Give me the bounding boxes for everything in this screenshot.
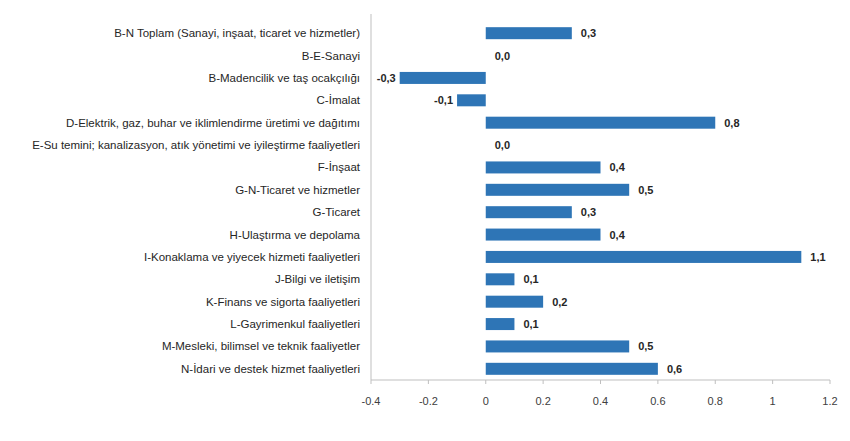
- bar: [486, 318, 515, 330]
- tick-mark: [371, 380, 372, 384]
- data-label: 0,0: [495, 139, 510, 151]
- data-label: 0,3: [581, 206, 596, 218]
- category-label: B-N Toplam (Sanayi, inşaat, ticaret ve h…: [114, 27, 360, 39]
- category-label: G-Ticaret: [313, 206, 361, 218]
- tick-label: -0.4: [362, 395, 381, 407]
- data-label: 0,1: [523, 318, 538, 330]
- data-label: 0,8: [724, 117, 739, 129]
- tick-label: 1: [770, 395, 776, 407]
- bar: [486, 117, 716, 129]
- category-label: I-Konaklama ve yiyecek hizmeti faaliyetl…: [144, 251, 360, 263]
- tick-label: 0.8: [708, 395, 723, 407]
- bar: [485, 50, 486, 62]
- tick-label: 0.4: [593, 395, 608, 407]
- bar: [486, 251, 802, 263]
- bar: [486, 27, 572, 39]
- data-label: 0,2: [552, 296, 567, 308]
- tick-label: 0: [483, 395, 489, 407]
- bars: [400, 27, 802, 375]
- data-label: 0,0: [495, 50, 510, 62]
- bar: [400, 72, 486, 84]
- category-label: N-İdari ve destek hizmet faaliyetleri: [181, 363, 360, 375]
- tick-mark: [428, 380, 429, 384]
- category-label: G-N-Ticaret ve hizmetler: [235, 184, 360, 196]
- bar: [485, 139, 486, 151]
- category-label: C-İmalat: [317, 94, 361, 106]
- chart: -0.4 -0.2 0 0.2 0.4 0.6 0.8 1 1.2 B-N Toplam (San…: [0, 0, 850, 441]
- data-label: 1,1: [810, 251, 825, 263]
- tick-mark: [830, 380, 831, 384]
- y-axis-line: [371, 14, 372, 380]
- category-label: K-Finans ve sigorta faaliyetleri: [206, 296, 360, 308]
- category-label: M-Mesleki, bilimsel ve teknik faaliyetle…: [162, 340, 360, 352]
- bar: [486, 273, 515, 285]
- data-label: 0,5: [638, 184, 653, 196]
- data-label: 0,1: [523, 273, 538, 285]
- x-axis-line: [371, 380, 830, 381]
- bar: [486, 363, 658, 375]
- category-label: J-Bilgi ve iletişim: [275, 273, 360, 285]
- data-label: 0,4: [610, 229, 626, 241]
- bar: [486, 206, 572, 218]
- tick-label: 0.2: [535, 395, 550, 407]
- tick-label: 0.6: [650, 395, 665, 407]
- category-label: D-Elektrik, gaz, buhar ve iklimlendirme …: [66, 117, 360, 129]
- tick-mark: [600, 380, 601, 384]
- data-label: 0,6: [667, 363, 682, 375]
- tick-mark: [715, 380, 716, 384]
- category-label: H-Ulaştırma ve depolama: [230, 229, 361, 241]
- category-label: L-Gayrimenkul faaliyetleri: [230, 318, 360, 330]
- tick-mark: [485, 380, 486, 384]
- data-label: 0,5: [638, 340, 653, 352]
- data-label: 0,3: [581, 27, 596, 39]
- bar: [486, 161, 601, 173]
- bar: [486, 340, 629, 352]
- bar: [457, 94, 486, 106]
- category-label: B-E-Sanayi: [302, 50, 360, 62]
- tick-label: -0.2: [419, 395, 438, 407]
- category-label: B-Madencilik ve taş ocakçılığı: [209, 72, 360, 84]
- tick-label: 1.2: [822, 395, 837, 407]
- tick-mark: [543, 380, 544, 384]
- bar: [486, 229, 601, 241]
- category-label: F-İnşaat: [318, 161, 361, 173]
- tick-mark: [772, 380, 773, 384]
- data-label: -0,1: [434, 94, 453, 106]
- bar: [486, 184, 629, 196]
- data-label: -0,3: [377, 72, 396, 84]
- category-label: E-Su temini; kanalizasyon, atık yönetimi…: [32, 139, 360, 151]
- bar: [486, 296, 543, 308]
- data-label: 0,4: [610, 161, 626, 173]
- tick-mark: [657, 380, 658, 384]
